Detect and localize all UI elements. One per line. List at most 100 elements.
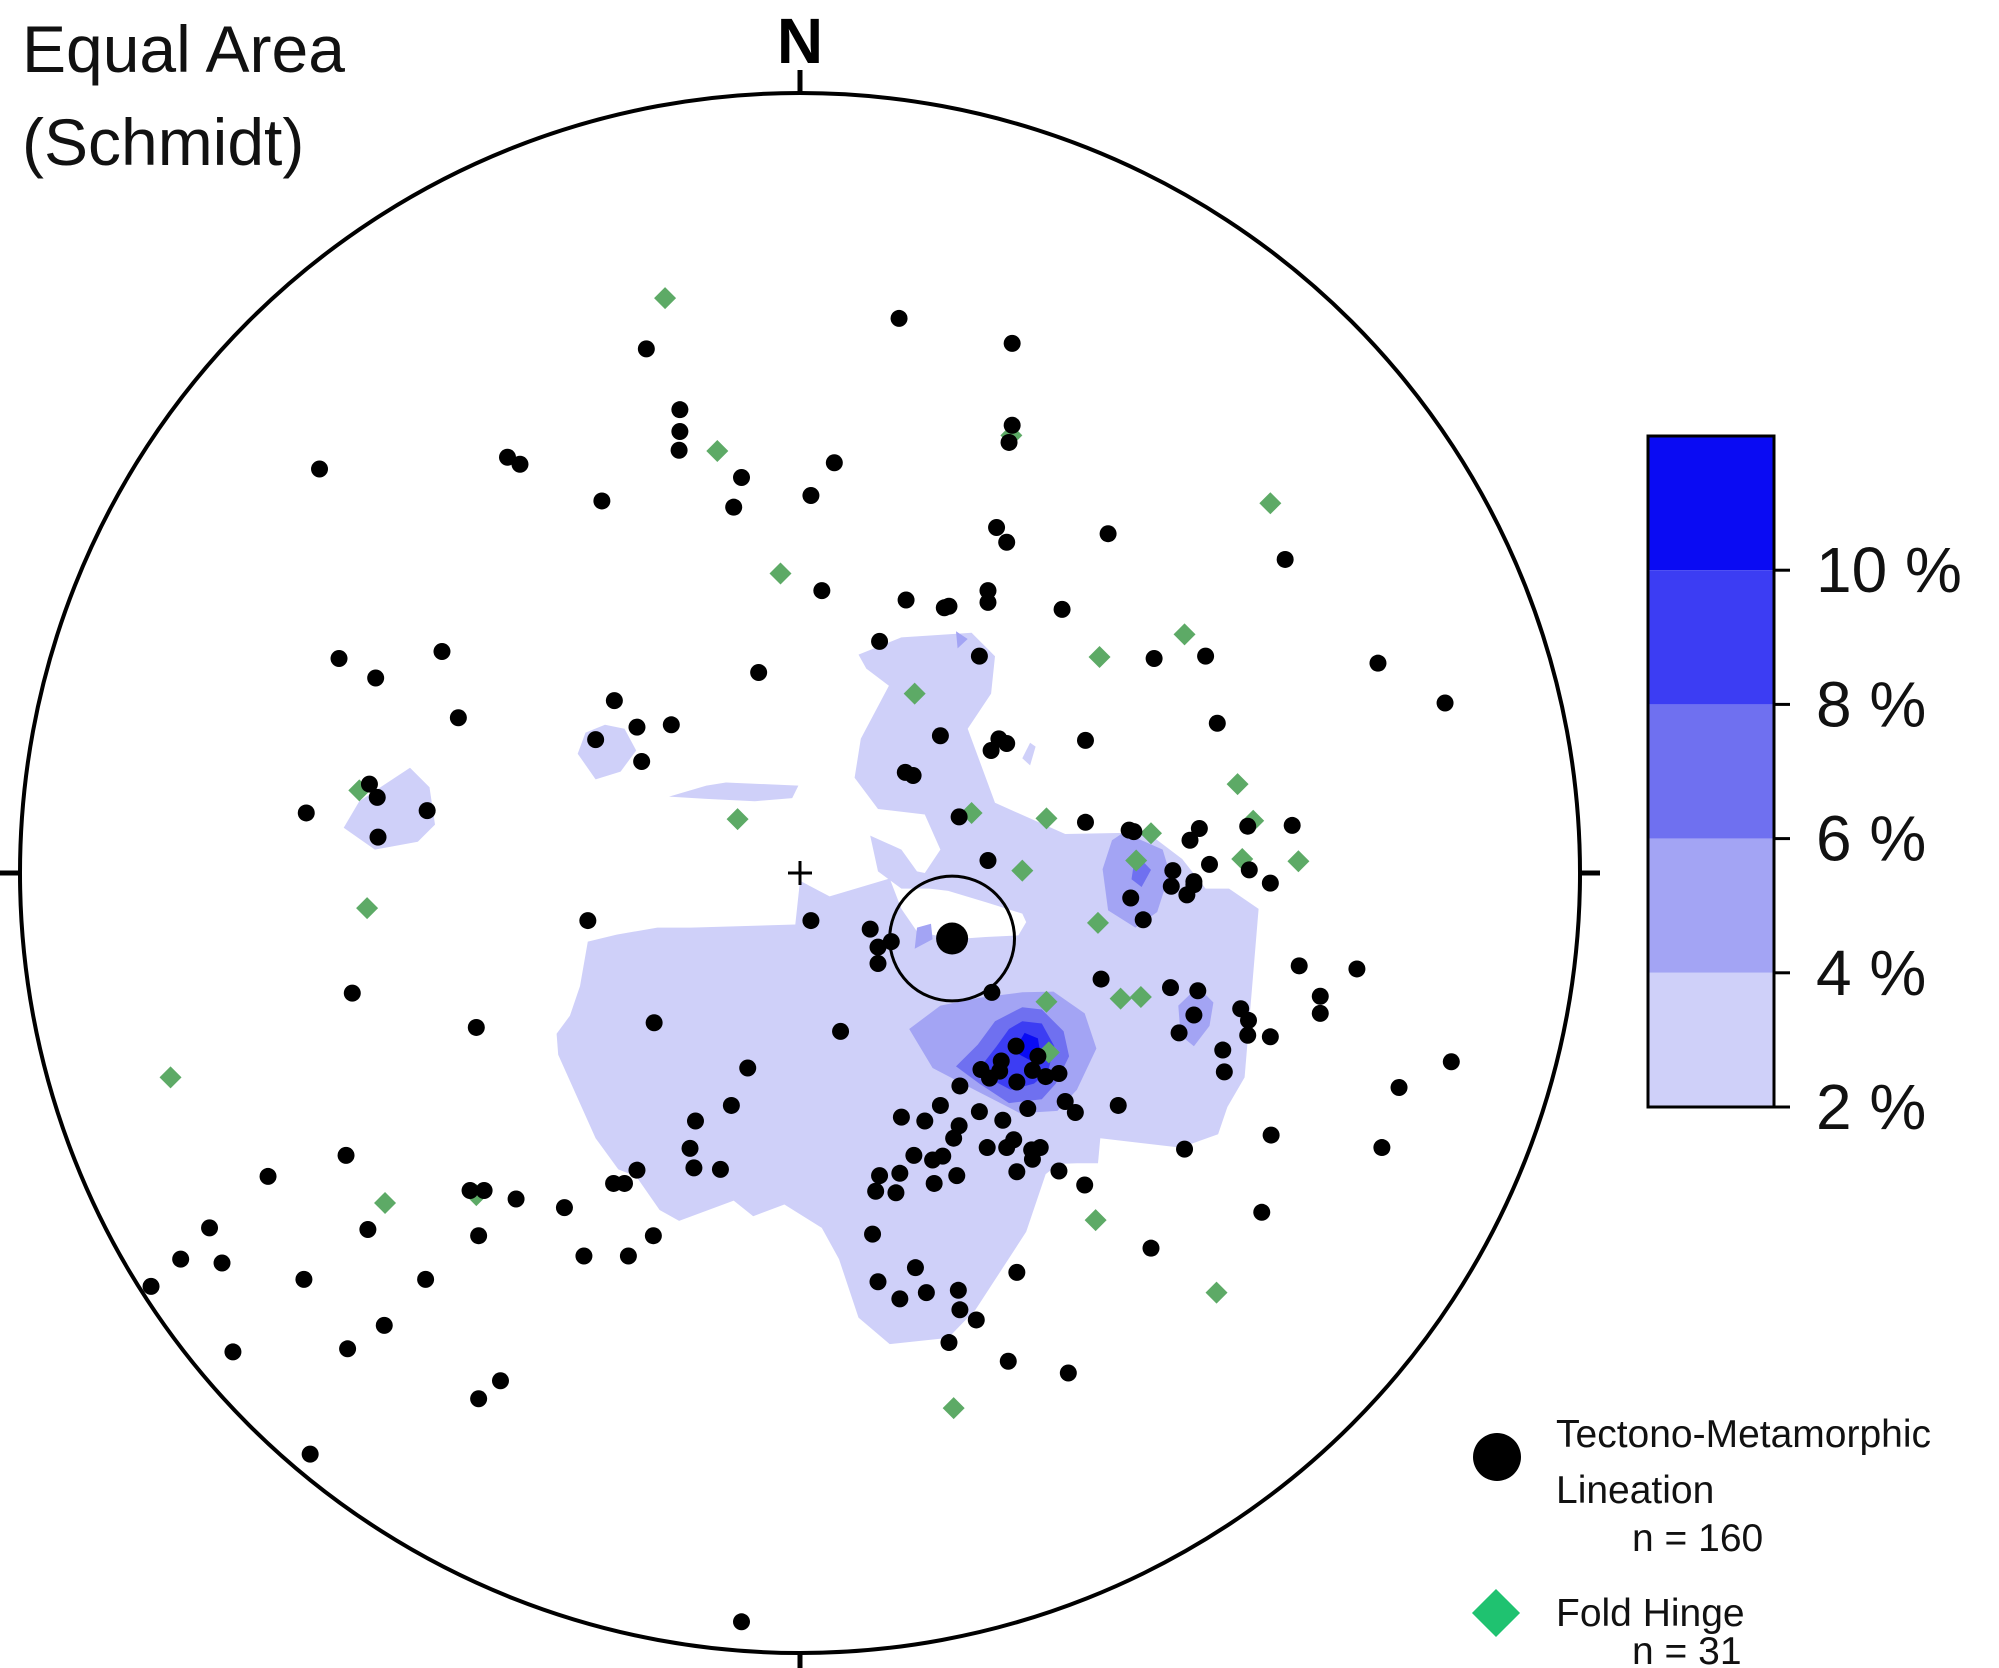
lineation-point	[670, 441, 688, 459]
north-label: N	[777, 5, 823, 77]
fold-hinge-point	[1259, 492, 1282, 515]
lineation-point	[555, 1199, 573, 1217]
lineation-point	[983, 983, 1001, 1001]
lineation-point	[992, 1052, 1010, 1070]
lineation-point	[1239, 1026, 1257, 1044]
legend-lineation-marker	[1473, 1433, 1521, 1481]
lineation-point	[142, 1277, 160, 1295]
lineation-points	[142, 309, 1460, 1631]
lineation-point	[916, 1112, 934, 1130]
lineation-point	[467, 1018, 485, 1036]
lineation-point	[1162, 877, 1180, 895]
lineation-point	[1031, 1139, 1049, 1157]
lineation-point	[213, 1254, 231, 1272]
lineation-point	[951, 1077, 969, 1095]
lineation-point	[1050, 1162, 1068, 1180]
lineation-point	[475, 1181, 493, 1199]
lineation-point	[1003, 334, 1021, 352]
legend-lineation-label: Tectono-Metamorphic Lineation	[1556, 1413, 1931, 1512]
lineation-point	[1290, 957, 1308, 975]
lineation-point	[1008, 1163, 1026, 1181]
lineation-point	[1261, 874, 1279, 892]
lineation-point	[970, 647, 988, 665]
lineation-point	[890, 309, 908, 327]
lineation-point	[949, 1281, 967, 1299]
fold-hinge-point	[1140, 822, 1162, 845]
lineation-point	[1005, 1131, 1023, 1149]
lineation-point	[1134, 911, 1152, 929]
lineation-point	[671, 401, 689, 419]
lineation-point	[1197, 647, 1215, 665]
lineation-point	[979, 593, 997, 611]
lineation-point	[369, 828, 387, 846]
lineation-point	[1176, 1140, 1194, 1158]
lineation-point	[1261, 1028, 1279, 1046]
lineation-point	[978, 1139, 996, 1157]
lineation-point	[1311, 1004, 1329, 1022]
lineation-point	[1023, 1061, 1041, 1079]
lineation-point	[1348, 960, 1366, 978]
fold-hinge-point	[1035, 807, 1058, 830]
lineation-point	[869, 938, 887, 956]
lineation-point	[906, 1259, 924, 1277]
lineation-point	[1369, 654, 1387, 672]
lineation-point	[587, 731, 605, 749]
lineation-point	[967, 1311, 985, 1329]
fold-hinge-point	[1173, 623, 1196, 646]
lineation-point	[945, 1129, 963, 1147]
lineation-point	[1066, 1103, 1084, 1121]
lineation-point	[671, 423, 689, 441]
lineation-point	[1019, 1100, 1037, 1118]
lineation-point	[1253, 1203, 1271, 1221]
lineation-point	[417, 1270, 435, 1288]
lineation-point	[1053, 600, 1071, 618]
fold-hinge-point	[1011, 859, 1034, 882]
lineation-point	[739, 1059, 757, 1077]
lineation-point	[681, 1139, 699, 1157]
lineation-point	[628, 718, 646, 736]
lineation-point	[593, 492, 611, 510]
lineation-point	[633, 752, 651, 770]
lineation-point	[1122, 889, 1140, 907]
lineation-point	[998, 533, 1016, 551]
lineation-point	[942, 933, 960, 951]
lineation-point	[499, 448, 516, 466]
fold-hinge-point	[1125, 849, 1148, 872]
lineation-point	[999, 1352, 1017, 1370]
lineation-point	[864, 1225, 882, 1243]
lineation-point	[644, 1227, 662, 1245]
lineation-point	[343, 984, 361, 1002]
lineation-point	[301, 1445, 319, 1463]
lineation-point	[979, 582, 997, 600]
colorbar-tick-label: 8 %	[1816, 668, 1926, 740]
lineation-point	[802, 486, 820, 504]
lineation-point	[1442, 1053, 1460, 1071]
chart-title-line-2: (Schmidt)	[22, 105, 304, 179]
lineation-point	[1125, 823, 1143, 841]
lineation-point	[172, 1250, 190, 1268]
colorbar-tick-label: 4 %	[1816, 937, 1926, 1009]
lineation-point	[869, 1273, 887, 1291]
lineation-point	[628, 1161, 646, 1179]
legend: Tectono-Metamorphic Lineation n = 160 Fol…	[1471, 1413, 1931, 1668]
lineation-point	[1311, 987, 1329, 1005]
lineation-point	[1190, 820, 1208, 838]
lineation-point	[882, 933, 900, 951]
lineation-point	[1164, 862, 1182, 880]
contour-2-region-2	[556, 632, 1259, 1345]
contour-2-region-0	[669, 782, 799, 802]
lineation-point	[1215, 1063, 1233, 1081]
lineation-point	[1056, 1093, 1074, 1111]
lineation-point	[725, 498, 743, 516]
colorbar: 10 % 8 % 6 % 4 % 2 %	[1646, 434, 1962, 1143]
lineation-point	[802, 912, 820, 930]
lineation-point	[972, 1061, 990, 1079]
lineation-point	[449, 709, 467, 727]
colorbar-band	[1648, 436, 1774, 571]
lineation-point	[1390, 1079, 1408, 1096]
legend-fold-hinge-marker	[1471, 1588, 1521, 1638]
lineation-point	[575, 1247, 593, 1265]
fold-hinge-point	[1088, 645, 1111, 668]
lineation-point	[367, 669, 385, 687]
